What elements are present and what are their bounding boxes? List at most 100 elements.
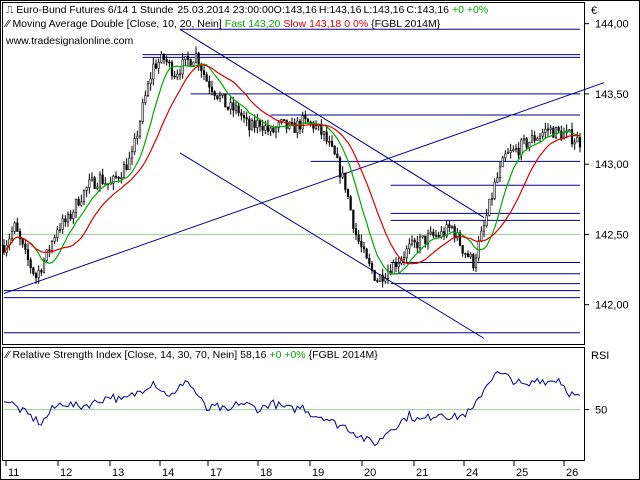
candle-body bbox=[402, 257, 406, 260]
indicator-name: Moving Average Double [Close, 10, 20, Ne… bbox=[12, 18, 221, 30]
candle-body bbox=[138, 121, 142, 137]
price-panel-lines bbox=[3, 28, 605, 339]
candle-body bbox=[549, 127, 552, 130]
x-tick-label: 13 bbox=[112, 467, 124, 479]
candle-body bbox=[173, 75, 176, 78]
x-tick-label: 21 bbox=[416, 467, 428, 479]
candle-body bbox=[114, 175, 118, 178]
candle-body bbox=[85, 187, 88, 191]
rsi-panel bbox=[2, 347, 585, 461]
candle-body bbox=[485, 215, 488, 226]
candle-body bbox=[480, 230, 483, 242]
trend-line bbox=[3, 82, 605, 294]
candle-body bbox=[232, 102, 235, 111]
candle-body bbox=[90, 177, 94, 181]
candle-body bbox=[341, 172, 344, 178]
candle-body bbox=[378, 274, 382, 282]
candle-body bbox=[437, 234, 440, 238]
candle-body bbox=[474, 257, 478, 269]
candle-body bbox=[24, 243, 27, 250]
candle-body bbox=[552, 127, 555, 138]
candle-body bbox=[450, 226, 454, 229]
candle-body bbox=[149, 78, 152, 85]
candle-body bbox=[104, 183, 107, 185]
fast-label: Fast bbox=[225, 18, 246, 30]
rsi-axis-label: RSI bbox=[591, 350, 609, 362]
candle-body bbox=[101, 174, 104, 184]
candle-body bbox=[157, 62, 160, 69]
candle-body bbox=[264, 125, 267, 131]
candle-body bbox=[272, 127, 275, 133]
candle-body bbox=[466, 253, 470, 258]
candle-body bbox=[509, 150, 512, 153]
candle-body bbox=[133, 138, 136, 153]
candle-body bbox=[296, 120, 299, 133]
indicator-icon: ⁄⁄ bbox=[3, 18, 12, 30]
candle-body bbox=[533, 135, 536, 141]
trend-line bbox=[179, 28, 485, 218]
candle-body bbox=[333, 145, 336, 155]
candle-body bbox=[541, 132, 544, 137]
candle-body bbox=[322, 131, 326, 135]
instrument-name: Euro-Bund Futures 6/14 1 Stunde bbox=[16, 4, 173, 16]
candle-body bbox=[88, 179, 91, 188]
candle-body bbox=[432, 231, 435, 236]
candle-body bbox=[205, 74, 208, 82]
candle-body bbox=[202, 70, 206, 75]
candle-body bbox=[258, 120, 262, 127]
candle-body bbox=[120, 177, 123, 179]
candle-body bbox=[410, 239, 414, 245]
candle-body bbox=[224, 93, 227, 108]
x-tick-label: 14 bbox=[162, 467, 174, 479]
candle-body bbox=[93, 177, 96, 189]
candle-body bbox=[269, 127, 272, 132]
x-axis: 11 12 13 14 17 18 19 20 21 24 25 26 bbox=[5, 461, 578, 479]
candle-body bbox=[16, 222, 19, 232]
candle-body bbox=[344, 172, 347, 190]
fast-value: 143,20 bbox=[248, 18, 280, 30]
open-value: 143,16 bbox=[285, 4, 317, 16]
candle-body bbox=[282, 119, 286, 121]
candle-body bbox=[141, 102, 144, 122]
candle-body bbox=[245, 117, 248, 120]
x-tick-label: 17 bbox=[210, 467, 222, 479]
candle-body bbox=[328, 141, 331, 143]
candle-body bbox=[405, 248, 408, 258]
candle-body bbox=[525, 138, 528, 148]
candle-body bbox=[194, 52, 198, 63]
high-label: H: bbox=[319, 4, 330, 16]
moving-average-fast-line bbox=[3, 63, 581, 275]
candle-body bbox=[216, 95, 219, 99]
candle-body bbox=[461, 245, 464, 254]
candle-body bbox=[256, 120, 259, 129]
candle-body bbox=[261, 125, 264, 131]
candle-body bbox=[306, 118, 310, 123]
candle-body bbox=[314, 125, 318, 129]
candle-body bbox=[32, 267, 35, 274]
candle-body bbox=[213, 91, 216, 97]
candle-body bbox=[74, 198, 78, 213]
candle-body bbox=[229, 102, 232, 110]
price-title-icon: ⎍ bbox=[6, 4, 16, 16]
candle-body bbox=[482, 225, 486, 232]
candle-body bbox=[493, 181, 496, 199]
rsi-y-axis: 50 bbox=[584, 405, 607, 417]
candle-body bbox=[210, 86, 214, 93]
candle-body bbox=[522, 138, 526, 141]
candle-body bbox=[304, 115, 307, 120]
candle-body bbox=[546, 128, 550, 131]
candle-body bbox=[578, 137, 582, 148]
candle-body bbox=[96, 186, 99, 189]
candle-body bbox=[488, 199, 491, 217]
candle-body bbox=[154, 63, 158, 69]
candle-body bbox=[346, 189, 350, 197]
candle-body bbox=[250, 120, 254, 131]
candle-body bbox=[496, 177, 499, 183]
candle-body bbox=[253, 120, 256, 129]
candle-body bbox=[469, 253, 472, 258]
candle-body bbox=[168, 61, 171, 64]
candle-body bbox=[186, 56, 190, 60]
datetime: 25.03.2014 23:00:00 bbox=[177, 4, 274, 16]
candle-body bbox=[45, 249, 48, 261]
